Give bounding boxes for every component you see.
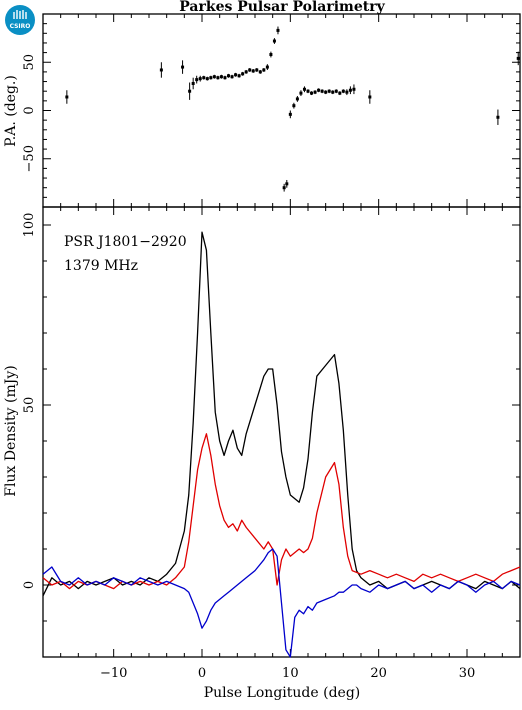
flux-ticks: −10 0 10 20 30 0 50 100 bbox=[22, 207, 521, 681]
pa-point bbox=[219, 75, 223, 79]
pa-point bbox=[65, 95, 69, 99]
pa-point bbox=[216, 76, 220, 80]
pa-point bbox=[352, 87, 356, 91]
flux-series-2 bbox=[42, 548, 521, 658]
chart-title: Parkes Pulsar Polarimetry bbox=[179, 0, 385, 15]
pa-point bbox=[345, 90, 349, 94]
pa-point bbox=[368, 95, 372, 99]
pa-ticks: −50 0 50 bbox=[22, 13, 521, 208]
pa-point bbox=[317, 88, 321, 92]
pa-point bbox=[331, 90, 335, 94]
y-tick-label: 0 bbox=[22, 581, 37, 589]
pa-point bbox=[265, 65, 269, 69]
pa-point bbox=[516, 56, 520, 60]
pa-point bbox=[262, 68, 266, 72]
flux-lines bbox=[42, 231, 521, 658]
pa-point bbox=[324, 90, 328, 94]
pa-point bbox=[348, 88, 352, 92]
pa-point bbox=[272, 39, 276, 43]
pa-point bbox=[248, 68, 252, 72]
pa-ylabel: P.A. (deg.) bbox=[3, 75, 19, 147]
pa-point bbox=[299, 91, 303, 95]
x-tick-label: 20 bbox=[370, 666, 387, 681]
pa-point bbox=[209, 76, 213, 80]
csiro-logo: CSIRO bbox=[5, 5, 35, 35]
pa-point bbox=[306, 89, 310, 93]
pa-point bbox=[181, 65, 185, 69]
y-tick-label: 50 bbox=[22, 397, 37, 414]
pa-point bbox=[282, 186, 286, 190]
x-tick-label: 0 bbox=[198, 666, 206, 681]
pa-point bbox=[205, 77, 209, 81]
pa-point bbox=[285, 182, 289, 186]
psr-name-annotation: PSR J1801−2920 bbox=[64, 234, 187, 250]
pa-point bbox=[310, 91, 314, 95]
pa-point bbox=[292, 104, 296, 108]
pa-point bbox=[269, 53, 273, 57]
flux-panel: −10 0 10 20 30 0 50 100 PSR J1801−2920 1379 MHz… bbox=[3, 206, 521, 701]
pa-panel: −50 0 50 P.A. (deg.) bbox=[3, 13, 521, 208]
pa-point bbox=[244, 70, 248, 74]
logo-bars bbox=[13, 10, 27, 19]
logo-text: CSIRO bbox=[10, 23, 31, 30]
flux-series-0 bbox=[42, 231, 521, 597]
pa-point bbox=[327, 89, 331, 93]
pa-points bbox=[65, 26, 520, 192]
x-tick-label: −10 bbox=[100, 666, 127, 681]
x-tick-label: 30 bbox=[459, 666, 476, 681]
flux-panel-frame bbox=[42, 206, 521, 658]
pa-point bbox=[313, 90, 317, 94]
flux-xlabel: Pulse Longitude (deg) bbox=[204, 685, 361, 701]
pa-point bbox=[223, 76, 227, 80]
pa-point bbox=[195, 78, 199, 82]
pa-point bbox=[255, 68, 259, 72]
pa-point bbox=[230, 75, 234, 79]
pa-point bbox=[251, 69, 255, 73]
pa-point bbox=[338, 91, 342, 95]
x-tick-label: 10 bbox=[282, 666, 299, 681]
pa-point bbox=[188, 89, 192, 93]
pa-point bbox=[288, 112, 292, 116]
flux-ylabel: Flux Density (mJy) bbox=[3, 365, 19, 496]
pa-point bbox=[227, 74, 230, 78]
pa-point bbox=[159, 68, 163, 72]
pa-point bbox=[258, 70, 262, 74]
pa-point bbox=[320, 89, 324, 93]
y-tick-label: 100 bbox=[22, 213, 37, 238]
pa-point bbox=[334, 89, 338, 93]
pa-point bbox=[496, 115, 500, 119]
pa-point bbox=[341, 89, 345, 93]
y-tick-label: 50 bbox=[22, 54, 37, 71]
pa-point bbox=[212, 75, 216, 79]
pa-point bbox=[198, 77, 202, 81]
y-tick-label: 0 bbox=[22, 106, 37, 114]
pa-point bbox=[237, 74, 241, 78]
pa-point bbox=[276, 28, 280, 32]
pa-point bbox=[241, 72, 245, 76]
flux-series-1 bbox=[42, 433, 521, 590]
pa-point bbox=[234, 73, 238, 77]
pa-point bbox=[202, 76, 206, 80]
pa-point bbox=[302, 87, 306, 91]
pa-point bbox=[295, 97, 299, 101]
frequency-annotation: 1379 MHz bbox=[64, 258, 138, 274]
logo-circle bbox=[5, 5, 35, 35]
pa-point bbox=[191, 81, 195, 85]
y-tick-label: −50 bbox=[22, 145, 37, 172]
pa-panel-frame bbox=[42, 13, 521, 208]
